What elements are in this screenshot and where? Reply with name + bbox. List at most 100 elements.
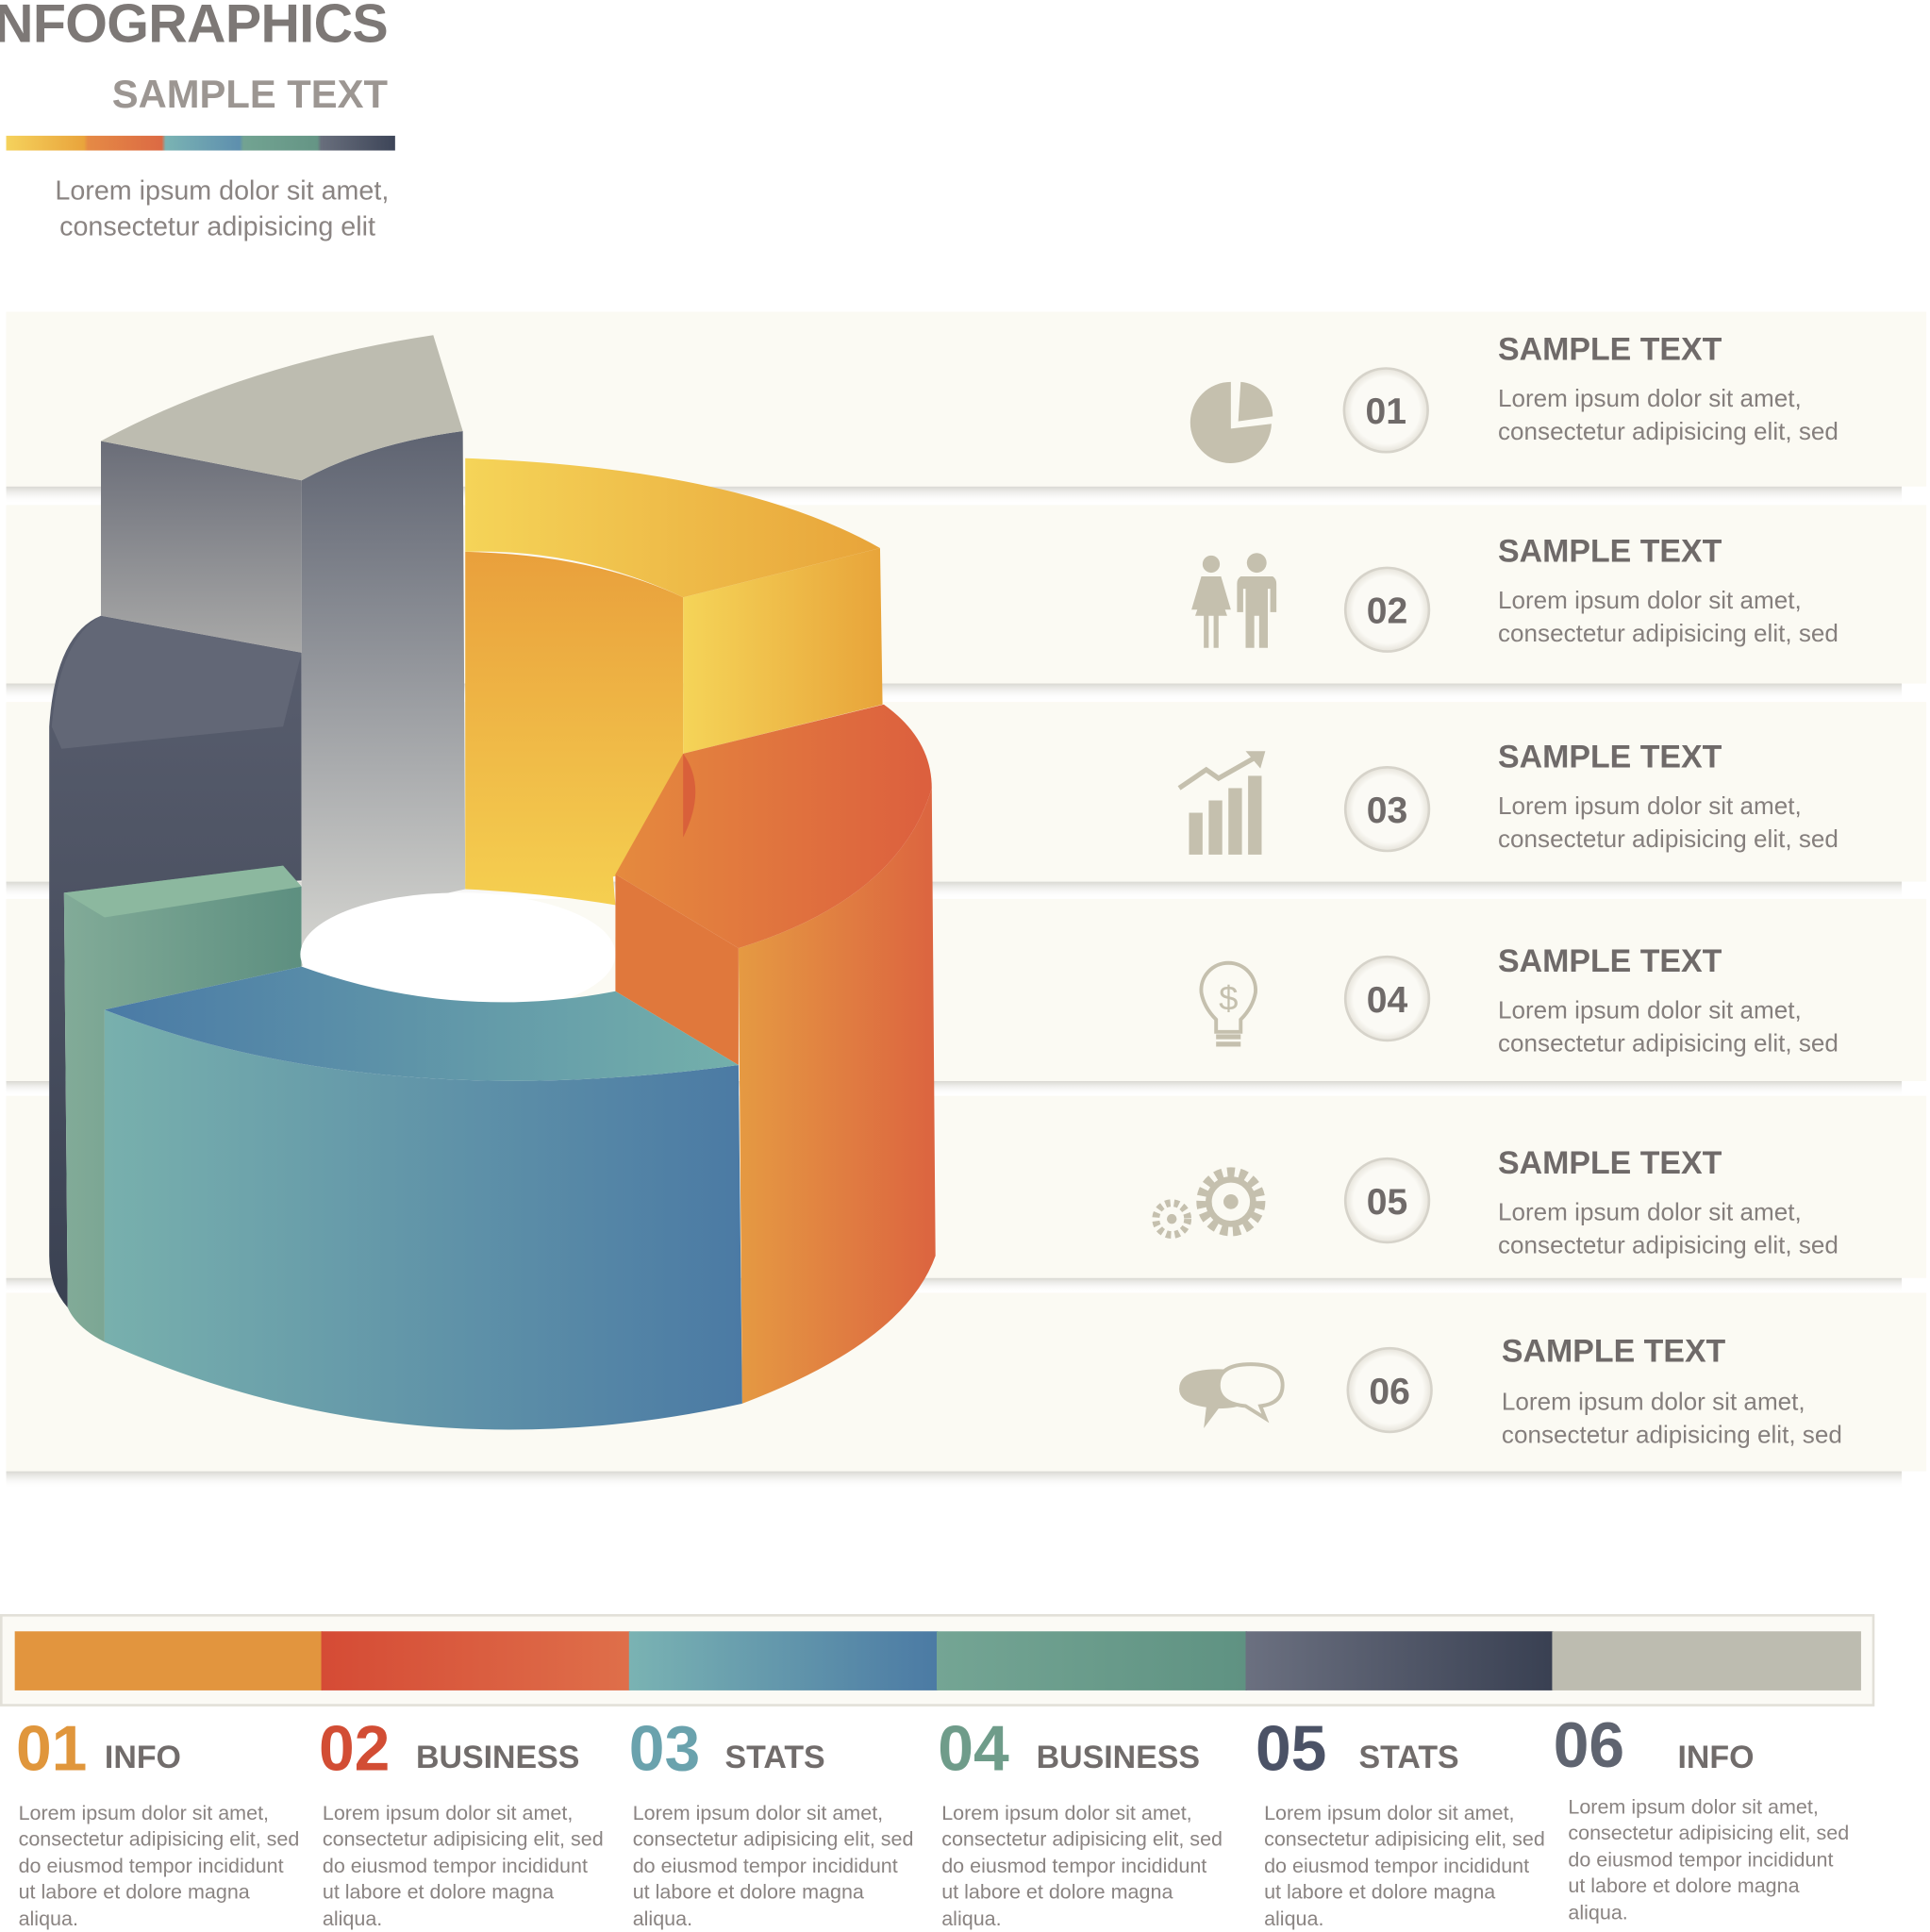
donut-hole <box>300 892 616 1016</box>
column-text-line: do eiusmod tempor incididunt <box>1264 1855 1529 1877</box>
column-text-line: Lorem ipsum dolor sit amet, <box>1568 1795 1818 1818</box>
column-text-line: aliqua. <box>1568 1902 1627 1924</box>
column-label: INFO <box>1678 1740 1755 1775</box>
row-number: 05 <box>1367 1182 1408 1223</box>
row-text-line: Lorem ipsum dolor sit amet, <box>1502 1387 1805 1415</box>
column-label: BUSINESS <box>1037 1740 1200 1775</box>
footer-column: 06 INFO Lorem ipsum dolor sit amet, cons… <box>1554 1710 1849 1924</box>
column-number: 04 <box>938 1714 1009 1785</box>
column-text-line: ut labore et dolore magna <box>1264 1880 1495 1903</box>
column-text-line: aliqua. <box>19 1907 78 1930</box>
row-text-line: consectetur adipisicing elit, sed <box>1498 417 1838 445</box>
column-text-line: aliqua. <box>1264 1907 1323 1930</box>
number-circle <box>1343 955 1431 1042</box>
segment-orange-top <box>615 704 932 949</box>
header-lead-line-2: consectetur adipisicing elit <box>59 212 375 242</box>
people-icon <box>1191 553 1277 648</box>
row-text-line: Lorem ipsum dolor sit amet, <box>1498 995 1802 1024</box>
column-text-line: consectetur adipisicing elit, sed <box>1568 1822 1849 1844</box>
header-color-bar <box>6 135 395 151</box>
column-number: 03 <box>629 1714 700 1785</box>
lightbulb-dollar-icon: $ <box>1199 960 1257 1047</box>
color-segment-1 <box>14 1631 323 1690</box>
column-text-line: aliqua. <box>323 1907 382 1930</box>
column-label: STATS <box>1359 1740 1459 1775</box>
column-text-line: ut labore et dolore magna <box>941 1880 1173 1903</box>
column-number: 02 <box>319 1714 390 1785</box>
column-text-line: do eiusmod tempor incididunt <box>941 1855 1206 1877</box>
number-circle <box>1342 367 1429 454</box>
segment-blue-top <box>104 966 739 1081</box>
column-text-line: do eiusmod tempor incididunt <box>19 1855 284 1877</box>
column-text-line: consectetur adipisicing elit, sed <box>1264 1827 1545 1850</box>
number-circle <box>1343 566 1431 653</box>
segment-yellow-top <box>465 458 880 598</box>
list-item: 02 SAMPLE TEXT Lorem ipsum dolor sit ame… <box>1343 533 1838 653</box>
3d-donut-chart <box>49 335 936 1430</box>
row-title: SAMPLE TEXT <box>1502 1334 1726 1370</box>
growth-chart-icon <box>1177 751 1266 855</box>
pie-chart-icon <box>1190 381 1273 463</box>
column-text-line: aliqua. <box>941 1907 1001 1930</box>
row-text-line: consectetur adipisicing elit, sed <box>1498 1231 1838 1259</box>
column-text-line: ut labore et dolore magna <box>633 1880 864 1903</box>
footer-column: 01 INFO Lorem ipsum dolor sit amet, cons… <box>16 1714 299 1930</box>
number-circle <box>1343 765 1431 853</box>
segment-gray-top <box>100 335 463 481</box>
color-segment-5 <box>1245 1631 1554 1690</box>
color-segment-6 <box>1552 1631 1861 1690</box>
column-text-line: consectetur adipisicing elit, sed <box>19 1827 300 1850</box>
column-text-line: do eiusmod tempor incididunt <box>1568 1848 1833 1871</box>
row-number: 02 <box>1367 591 1408 632</box>
row-list: 01 SAMPLE TEXT Lorem ipsum dolor sit ame… <box>1342 331 1842 1449</box>
row-band-shadow <box>6 1471 1902 1489</box>
row-title: SAMPLE TEXT <box>1498 943 1722 979</box>
segment-navy <box>49 615 302 1308</box>
header: INFOGRAPHICS SAMPLE TEXT Lorem ipsum dol… <box>0 0 395 242</box>
column-number: 01 <box>16 1714 87 1785</box>
column-text-line: consectetur adipisicing elit, sed <box>633 1827 914 1850</box>
row-text-line: Lorem ipsum dolor sit amet, <box>1498 586 1802 614</box>
segment-green-top <box>63 865 302 918</box>
page-title: INFOGRAPHICS <box>0 0 388 55</box>
row-text-line: Lorem ipsum dolor sit amet, <box>1498 1197 1802 1225</box>
column-text-line: consectetur adipisicing elit, sed <box>941 1827 1223 1850</box>
row-text-line: consectetur adipisicing elit, sed <box>1498 1029 1838 1058</box>
column-text-line: aliqua. <box>633 1907 692 1930</box>
row-text-line: Lorem ipsum dolor sit amet, <box>1498 384 1802 412</box>
row-number: 01 <box>1365 391 1406 432</box>
segment-orange-inner <box>615 874 739 1066</box>
svg-text:$: $ <box>1219 978 1238 1017</box>
row-text-line: consectetur adipisicing elit, sed <box>1498 619 1838 647</box>
color-segment-3 <box>628 1631 939 1690</box>
column-text-line: Lorem ipsum dolor sit amet, <box>1264 1802 1514 1824</box>
footer-color-bar <box>0 1614 1875 1707</box>
row-title: SAMPLE TEXT <box>1498 533 1722 569</box>
column-number: 05 <box>1256 1714 1326 1785</box>
column-text-line: ut labore et dolore magna <box>19 1880 250 1903</box>
row-icons: $ <box>1152 381 1285 1428</box>
row-number: 03 <box>1367 791 1408 831</box>
color-segment-4 <box>936 1631 1247 1690</box>
column-label: BUSINESS <box>416 1740 579 1775</box>
row-text-line: consectetur adipisicing elit, sed <box>1498 824 1838 853</box>
list-item: 04 SAMPLE TEXT Lorem ipsum dolor sit ame… <box>1343 943 1838 1058</box>
segment-gray-inner <box>301 431 466 967</box>
list-item: 06 SAMPLE TEXT Lorem ipsum dolor sit ame… <box>1346 1334 1842 1449</box>
number-circle <box>1343 1157 1431 1244</box>
row-title: SAMPLE TEXT <box>1498 331 1722 367</box>
segment-blue-side <box>104 1009 742 1430</box>
header-lead-line-1: Lorem ipsum dolor sit amet, <box>55 176 389 207</box>
column-text-line: do eiusmod tempor incididunt <box>633 1855 898 1877</box>
column-text-line: Lorem ipsum dolor sit amet, <box>633 1802 883 1824</box>
column-label: STATS <box>725 1740 825 1775</box>
segment-orange-notch <box>683 753 696 838</box>
segment-orange-side <box>738 788 936 1404</box>
row-number: 04 <box>1367 980 1408 1021</box>
segment-gray-side <box>100 441 302 653</box>
segment-navy-top <box>51 615 302 749</box>
speech-bubbles-icon <box>1179 1362 1285 1428</box>
segment-yellow-inner <box>465 551 684 906</box>
column-text-line: Lorem ipsum dolor sit amet, <box>19 1802 269 1824</box>
